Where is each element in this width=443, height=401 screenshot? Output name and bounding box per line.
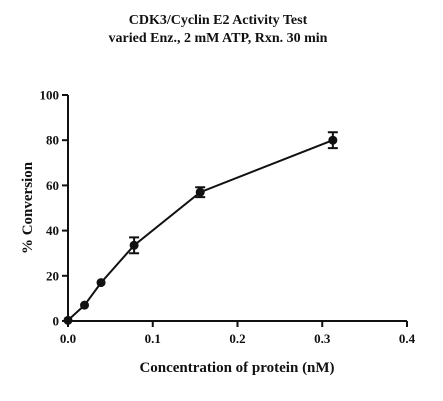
x-tick-label: 0.1 bbox=[145, 331, 161, 346]
x-tick-label: 0.0 bbox=[60, 331, 76, 346]
series-line bbox=[67, 139, 334, 322]
y-tick-label: 100 bbox=[40, 88, 60, 103]
y-tick-label: 40 bbox=[46, 223, 59, 238]
data-point bbox=[96, 278, 106, 288]
x-axis-title: Concentration of protein (nM) bbox=[139, 360, 334, 376]
data-point bbox=[129, 240, 139, 250]
x-axis-ticks: 0.0 0.1 0.2 0.3 0.4 bbox=[60, 321, 416, 346]
data-points bbox=[63, 135, 338, 325]
y-tick-label: 0 bbox=[53, 314, 60, 329]
x-tick-label: 0.3 bbox=[314, 331, 331, 346]
y-tick-label: 60 bbox=[46, 178, 59, 193]
data-point bbox=[195, 187, 205, 197]
data-point bbox=[328, 135, 338, 145]
x-tick-label: 0.4 bbox=[399, 331, 416, 346]
data-point bbox=[80, 300, 90, 310]
y-axis-title: % Conversion bbox=[20, 161, 36, 254]
y-tick-label: 80 bbox=[46, 133, 59, 148]
chart-subtitle: varied Enz., 2 mM ATP, Rxn. 30 min bbox=[109, 31, 328, 46]
chart-title: CDK3/Cyclin E2 Activity Test bbox=[129, 13, 308, 28]
x-tick-label: 0.2 bbox=[229, 331, 245, 346]
y-axis-ticks: 0 20 40 60 80 100 bbox=[40, 88, 68, 329]
y-tick-label: 20 bbox=[46, 268, 59, 283]
data-point bbox=[63, 315, 73, 325]
